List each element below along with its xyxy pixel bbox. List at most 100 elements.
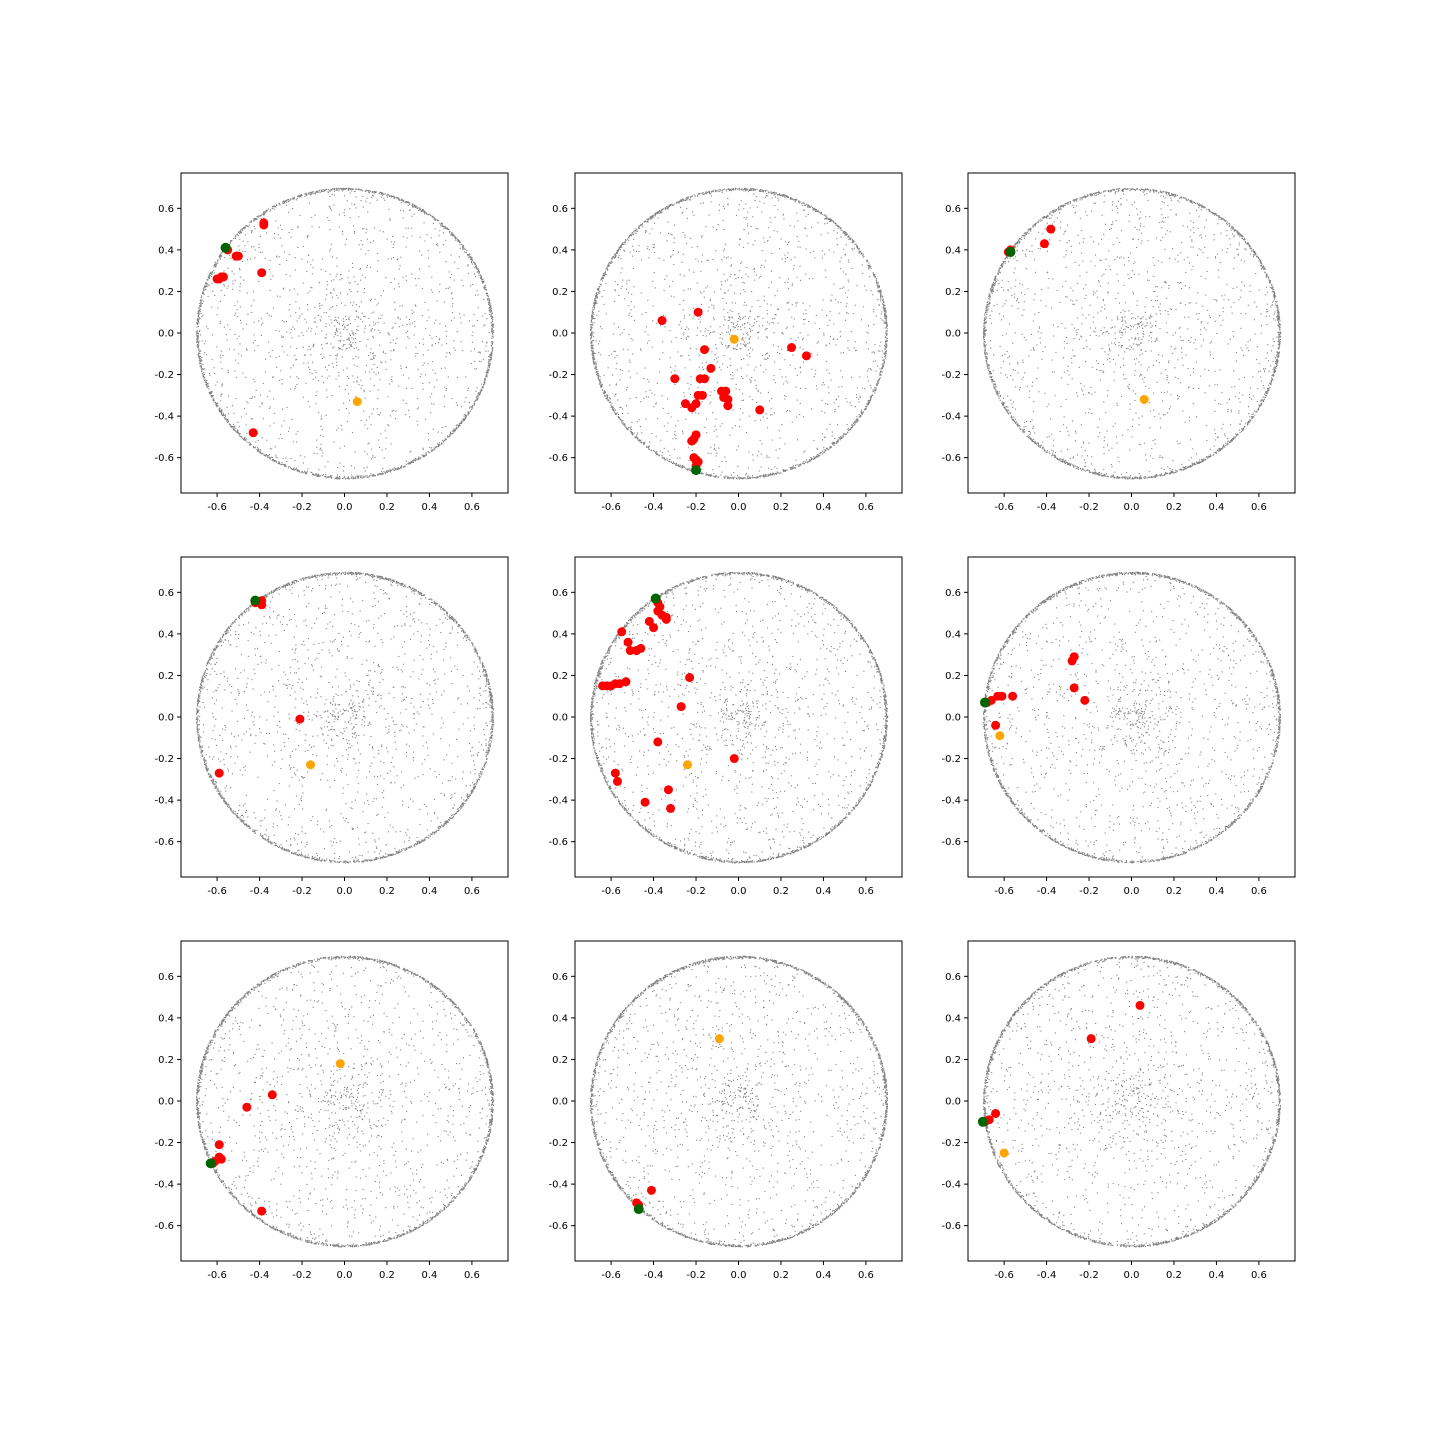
background-point: [249, 221, 251, 223]
background-point: [290, 458, 292, 460]
background-point: [827, 449, 829, 451]
background-point: [208, 285, 210, 287]
background-point: [399, 305, 401, 307]
background-point: [751, 188, 753, 190]
background-point: [297, 246, 299, 248]
background-point: [390, 196, 392, 198]
background-point: [305, 192, 307, 194]
background-point: [791, 466, 793, 468]
background-point: [306, 193, 308, 195]
background-point: [331, 395, 333, 397]
background-point: [275, 206, 277, 208]
background-point: [651, 215, 653, 217]
background-point: [418, 407, 420, 409]
background-point: [487, 371, 489, 373]
background-point: [385, 368, 387, 370]
background-point: [445, 356, 447, 358]
background-point: [480, 274, 482, 276]
background-point: [617, 417, 619, 419]
background-point: [390, 359, 392, 361]
background-point: [448, 229, 450, 231]
background-point: [638, 225, 640, 227]
background-point: [591, 311, 593, 313]
subplot-2: -0.6 -0.4 -0.2 0.0 0.2 0.4 0.6-0.6-0.4-0.20.00…: [548, 172, 903, 513]
background-point: [357, 476, 359, 478]
background-point: [823, 214, 825, 216]
background-point: [239, 276, 241, 278]
centroid-point: [352, 397, 362, 407]
background-point: [255, 389, 257, 391]
background-point: [422, 354, 424, 356]
background-point: [885, 354, 887, 356]
background-point: [440, 367, 442, 369]
background-point: [488, 309, 490, 311]
background-point: [210, 391, 212, 393]
background-point: [689, 314, 691, 316]
background-point: [378, 330, 380, 332]
background-point: [741, 261, 743, 263]
background-point: [886, 340, 888, 342]
background-point: [217, 262, 219, 264]
background-point: [342, 323, 344, 325]
background-point: [616, 251, 618, 253]
background-point: [730, 190, 732, 192]
background-point: [591, 352, 593, 354]
background-point: [276, 457, 278, 459]
background-point: [736, 478, 738, 480]
background-point: [477, 393, 479, 395]
background-point: [819, 455, 821, 457]
background-point: [740, 343, 742, 345]
background-point: [835, 441, 837, 443]
background-point: [614, 253, 616, 255]
background-point: [668, 205, 670, 207]
background-point: [244, 227, 246, 229]
background-point: [620, 246, 622, 248]
background-point: [633, 432, 635, 434]
background-point: [883, 307, 885, 309]
background-point: [844, 234, 846, 236]
background-point: [758, 190, 760, 192]
background-point: [714, 476, 716, 478]
background-point: [705, 191, 707, 193]
background-point: [603, 390, 605, 392]
background-point: [348, 347, 350, 349]
background-point: [849, 428, 851, 430]
background-point: [377, 398, 379, 400]
background-point: [326, 294, 328, 296]
background-point: [436, 220, 438, 222]
background-point: [474, 264, 476, 266]
background-point: [665, 459, 667, 461]
background-point: [366, 476, 368, 478]
background-point: [472, 260, 474, 262]
background-point: [814, 322, 816, 324]
background-point: [335, 329, 337, 331]
background-point: [590, 320, 592, 322]
background-point: [787, 252, 789, 254]
background-point: [224, 294, 226, 296]
background-point: [657, 212, 659, 214]
background-point: [464, 417, 466, 419]
background-point: [884, 353, 886, 355]
background-point: [346, 293, 348, 295]
background-point: [416, 459, 418, 461]
background-point: [662, 208, 664, 210]
background-point: [667, 450, 669, 452]
background-point: [411, 461, 413, 463]
background-point: [828, 218, 830, 220]
background-point: [884, 344, 886, 346]
background-point: [648, 446, 650, 448]
background-point: [202, 375, 204, 377]
background-point: [491, 342, 493, 344]
background-point: [251, 230, 253, 232]
background-point: [490, 354, 492, 356]
background-point: [325, 474, 327, 476]
background-point: [197, 318, 199, 320]
background-point: [757, 332, 759, 334]
background-point: [855, 420, 857, 422]
background-point: [828, 219, 830, 221]
background-point: [222, 415, 224, 417]
background-point: [292, 364, 294, 366]
background-point: [767, 427, 769, 429]
background-point: [335, 477, 337, 479]
background-point: [220, 256, 222, 258]
